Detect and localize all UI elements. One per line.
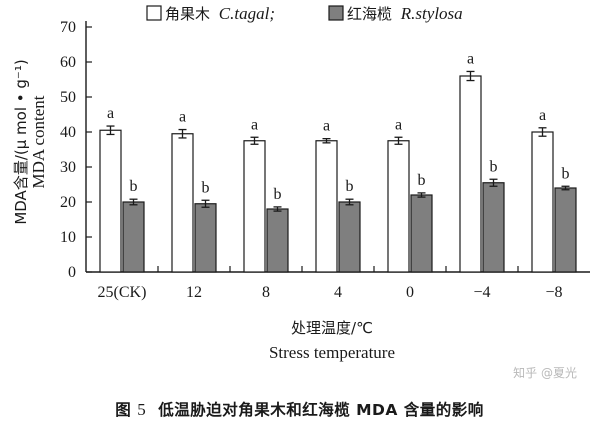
significance-label: b: [202, 179, 210, 196]
x-axis-title-en: Stress temperature: [269, 343, 395, 362]
y-axis-title: MDA含量/(μ mol • g⁻¹): [12, 59, 30, 224]
legend-label-series-1: 角果木 C.tagal;: [165, 4, 275, 23]
bar-series-1: [387, 140, 410, 273]
y-tick-label: 0: [68, 264, 76, 281]
x-tick-label: −8: [545, 284, 562, 301]
watermark: 知乎 @夏光: [513, 366, 577, 380]
legend-label-series-2: 红海榄 R.stylosa: [347, 4, 463, 23]
significance-label: a: [251, 116, 258, 133]
significance-label: a: [179, 109, 186, 126]
significance-label: b: [490, 158, 498, 175]
bar-series-1: [99, 129, 122, 273]
y-axis-title-en: MDA content: [29, 95, 48, 188]
caption-text: 低温胁迫对角果木和红海榄 MDA 含量的影响: [158, 401, 484, 419]
mda-bar-chart: 角果木 C.tagal; 红海榄 R.stylosa MDA含量/(μ mol …: [12, 4, 590, 362]
figure-caption: 图 5 低温胁迫对角果木和红海榄 MDA 含量的影响: [0, 398, 599, 420]
y-tick-label: 30: [60, 159, 76, 176]
significance-label: b: [562, 165, 570, 182]
x-tick-label: −4: [473, 284, 490, 301]
significance-label: a: [395, 116, 402, 133]
significance-label: b: [418, 172, 426, 189]
y-tick-label: 60: [60, 54, 76, 71]
x-tick-label: 0: [406, 284, 414, 301]
bar-series-2: [266, 208, 289, 273]
bar-series-1: [171, 133, 194, 273]
significance-label: a: [539, 107, 546, 124]
y-tick-label: 50: [60, 89, 76, 106]
significance-label: b: [274, 186, 282, 203]
legend-swatch-gray: [328, 5, 344, 21]
bar-series-2: [338, 201, 361, 273]
significance-label: b: [130, 178, 138, 195]
bar-series-2: [554, 187, 577, 273]
bar-series-1: [531, 131, 554, 273]
bar-series-2: [410, 194, 433, 273]
y-tick-label: 40: [60, 124, 76, 141]
y-tick-label: 10: [60, 229, 76, 246]
significance-label: a: [467, 50, 474, 67]
significance-label: b: [346, 178, 354, 195]
y-tick-label: 70: [60, 19, 76, 36]
x-tick-label: 8: [262, 284, 270, 301]
x-tick-label: 25(CK): [98, 284, 147, 301]
plot-area: 0 10 20 30 40 50 60 70 25(CK) a b 12 a b 8 a b 4 a b 0 a b −4 a b…: [60, 19, 590, 301]
bar-series-2: [194, 203, 217, 273]
bar-series-1: [459, 75, 482, 273]
significance-label: a: [323, 118, 330, 135]
y-tick-label: 20: [60, 194, 76, 211]
bar-series-2: [482, 182, 505, 273]
caption-prefix: 图: [115, 401, 132, 419]
x-axis-title: 处理温度/℃: [291, 319, 373, 337]
caption-number: 5: [137, 400, 147, 419]
bar-series-2: [122, 201, 145, 273]
legend: 角果木 C.tagal; 红海榄 R.stylosa: [146, 4, 463, 23]
legend-swatch-white: [146, 5, 162, 21]
x-tick-label: 4: [334, 284, 342, 301]
bar-series-1: [243, 140, 266, 273]
x-tick-label: 12: [186, 284, 202, 301]
bar-series-1: [315, 140, 338, 273]
significance-label: a: [107, 105, 114, 122]
